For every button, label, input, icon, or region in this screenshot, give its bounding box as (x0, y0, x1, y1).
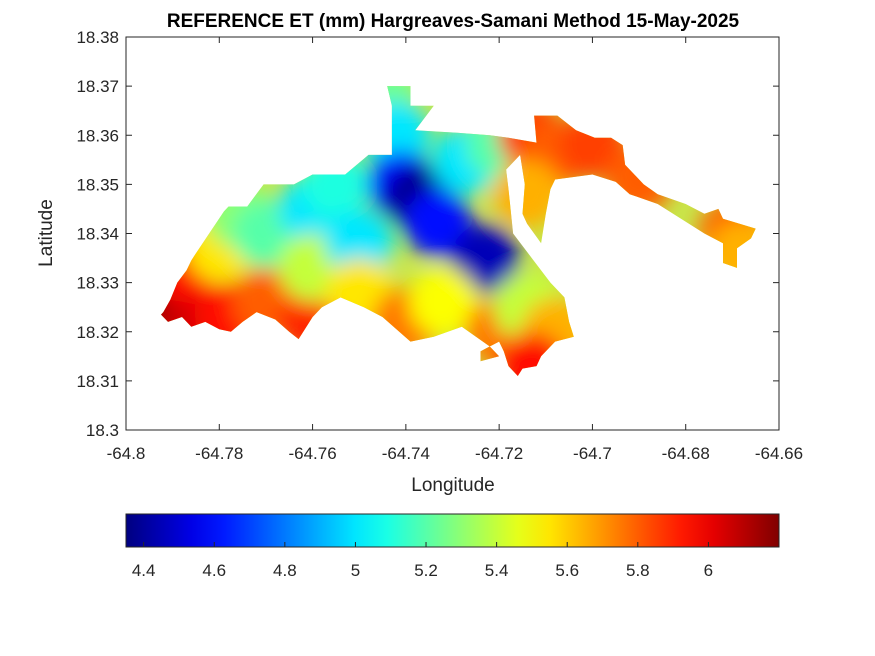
colorbar-ticks: 4.4 4.6 4.8 5 5.2 5.4 5.6 5.8 6 (132, 542, 713, 580)
et-sample-19 (404, 189, 473, 258)
x-tick-label-4: -64.72 (475, 444, 523, 463)
colorbar-tick-label-5: 5.4 (485, 561, 509, 580)
y-tick-label-0: 18.38 (76, 28, 119, 47)
colorbar-gradient (125, 513, 780, 548)
x-tick-label-6: -64.68 (662, 444, 710, 463)
y-axis-label: Latitude (36, 199, 57, 267)
y-tick-label-2: 18.36 (76, 126, 119, 145)
colorbar-tick-label-1: 4.6 (202, 561, 226, 580)
x-tick-label-0: -64.8 (107, 444, 146, 463)
et-sample-12 (325, 209, 394, 278)
y-tick-label-3: 18.35 (76, 175, 119, 194)
y-tick-label-8: 18.3 (86, 421, 119, 440)
y-axis: 18.3818.3718.3618.3518.3418.3318.3218.31… (76, 28, 779, 440)
et-sample-26 (409, 268, 478, 337)
x-axis: -64.8 -64.78 -64.76 -64.74 -64.72 -64.7 -64.68… (107, 37, 803, 463)
y-tick-label-4: 18.34 (76, 225, 119, 244)
chart-title: REFERENCE ET (mm) Hargreaves-Samani Meth… (167, 11, 740, 32)
colorbar-tick-label-0: 4.4 (132, 561, 156, 580)
x-tick-label-1: -64.78 (195, 444, 243, 463)
colorbar-tick-label-2: 4.8 (273, 561, 297, 580)
y-tick-label-6: 18.32 (76, 323, 119, 342)
et-sample-20 (451, 224, 520, 293)
colorbar-tick-label-3: 5 (351, 561, 360, 580)
colorbar-tick-label-8: 6 (704, 561, 713, 580)
y-tick-label-1: 18.37 (76, 77, 119, 96)
plot-area: -64.8 -64.78 -64.76 -64.74 -64.72 -64.7 -64.68… (76, 28, 803, 463)
y-tick-label-7: 18.31 (76, 372, 119, 391)
y-tick-label-5: 18.33 (76, 274, 119, 293)
x-axis-label: Longitude (411, 475, 494, 496)
x-tick-label-3: -64.74 (382, 444, 430, 463)
colorbar-tick-label-7: 5.8 (626, 561, 650, 580)
colorbar-tick-label-6: 5.6 (555, 561, 579, 580)
x-tick-label-7: -64.66 (755, 444, 803, 463)
x-tick-label-5: -64.7 (573, 444, 612, 463)
x-tick-label-2: -64.76 (288, 444, 336, 463)
colorbar-tick-label-4: 5.2 (414, 561, 438, 580)
colorbar: 4.4 4.6 4.8 5 5.2 5.4 5.6 5.8 6 (125, 513, 780, 580)
